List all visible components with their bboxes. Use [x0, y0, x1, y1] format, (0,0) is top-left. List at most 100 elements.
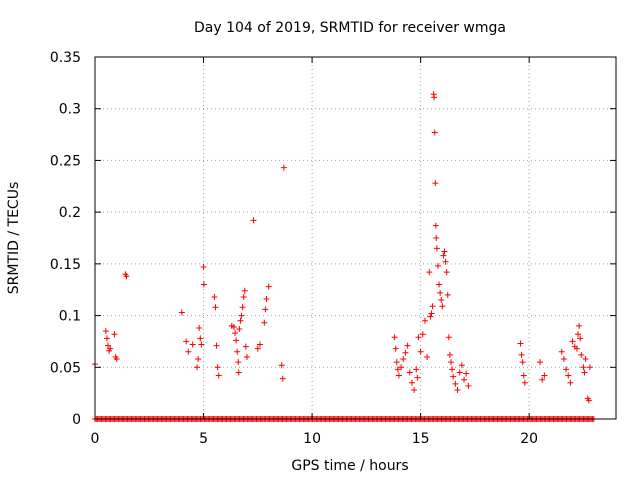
chart-title: Day 104 of 2019, SRMTID for receiver wmg… — [194, 20, 506, 36]
data-point — [185, 348, 192, 355]
y-tick-label: 0.15 — [50, 257, 81, 273]
data-point — [404, 342, 411, 349]
data-point — [541, 372, 548, 379]
data-point — [243, 353, 250, 360]
data-point — [278, 362, 285, 369]
data-point — [441, 248, 448, 255]
data-point — [408, 379, 415, 386]
data-point — [213, 342, 220, 349]
data-point — [580, 364, 587, 371]
data-point — [428, 310, 435, 317]
data-point — [189, 341, 196, 348]
data-point — [262, 306, 269, 313]
data-point — [427, 313, 434, 320]
data-point — [445, 334, 452, 341]
data-point — [261, 319, 268, 326]
data-point — [560, 356, 567, 363]
data-point — [429, 303, 436, 310]
data-point — [211, 293, 218, 300]
y-tick-label: 0.35 — [50, 50, 81, 66]
data-point — [235, 369, 242, 376]
data-point — [394, 366, 401, 373]
data-point — [411, 387, 418, 394]
grid — [95, 57, 616, 419]
data-point — [200, 281, 207, 288]
data-point — [567, 379, 574, 386]
data-point — [573, 345, 580, 352]
data-point — [444, 291, 451, 298]
data-point — [107, 345, 114, 352]
data-point — [395, 372, 402, 379]
data-point — [432, 180, 439, 187]
data-point — [581, 369, 588, 376]
data-point — [586, 364, 593, 371]
data-point — [417, 348, 424, 355]
data-point — [250, 217, 257, 224]
data-point — [520, 372, 527, 379]
data-point — [265, 283, 272, 290]
x-tick-label: 20 — [520, 431, 538, 447]
data-point — [419, 331, 426, 338]
data-point — [196, 324, 203, 331]
y-tick-label: 0.2 — [59, 205, 81, 221]
data-point — [393, 359, 400, 366]
data-point — [232, 330, 239, 337]
data-point — [241, 287, 248, 294]
data-points — [92, 91, 597, 422]
x-tick-label: 15 — [412, 431, 430, 447]
data-point — [212, 304, 219, 311]
data-point — [519, 359, 526, 366]
data-point — [454, 387, 461, 394]
data-point — [183, 338, 190, 345]
data-point — [215, 372, 222, 379]
data-point — [431, 94, 438, 101]
y-tick-label: 0.25 — [50, 153, 81, 169]
data-point — [426, 269, 433, 276]
data-point — [521, 379, 528, 386]
data-point — [465, 382, 472, 389]
data-point — [433, 235, 440, 241]
data-point — [537, 359, 544, 366]
y-tick-label: 0.3 — [59, 102, 81, 118]
data-point — [414, 374, 421, 381]
y-axis-title: SRMTID / TECUs — [6, 182, 22, 295]
data-point — [102, 328, 109, 335]
data-point — [575, 331, 582, 338]
data-point — [178, 309, 185, 316]
data-point — [239, 304, 246, 311]
data-point — [431, 129, 438, 136]
data-point — [446, 351, 453, 358]
data-point — [242, 343, 249, 350]
x-tick-label: 0 — [91, 431, 100, 447]
data-point — [434, 262, 441, 269]
data-point — [424, 353, 431, 360]
data-point — [238, 312, 245, 319]
data-point — [103, 335, 110, 342]
data-point — [436, 281, 443, 288]
data-point — [279, 375, 286, 382]
data-point — [233, 337, 240, 344]
data-point — [234, 348, 241, 355]
data-point — [195, 356, 202, 363]
data-point — [456, 369, 463, 376]
data-point — [582, 356, 589, 363]
data-point — [517, 340, 524, 347]
data-point — [256, 341, 263, 348]
data-point — [576, 322, 583, 329]
data-point — [578, 351, 585, 358]
data-point — [563, 366, 570, 373]
data-point — [421, 317, 428, 324]
y-tick-label: 0 — [72, 412, 81, 428]
x-tick-label: 10 — [303, 431, 321, 447]
data-point — [450, 373, 457, 380]
data-point — [461, 376, 468, 383]
data-point — [230, 323, 237, 330]
data-point — [235, 359, 242, 366]
data-point — [400, 356, 407, 363]
data-point — [197, 335, 204, 342]
data-point — [443, 269, 450, 276]
data-point — [123, 273, 130, 280]
x-tick-label: 5 — [199, 431, 208, 447]
data-point — [452, 380, 459, 387]
